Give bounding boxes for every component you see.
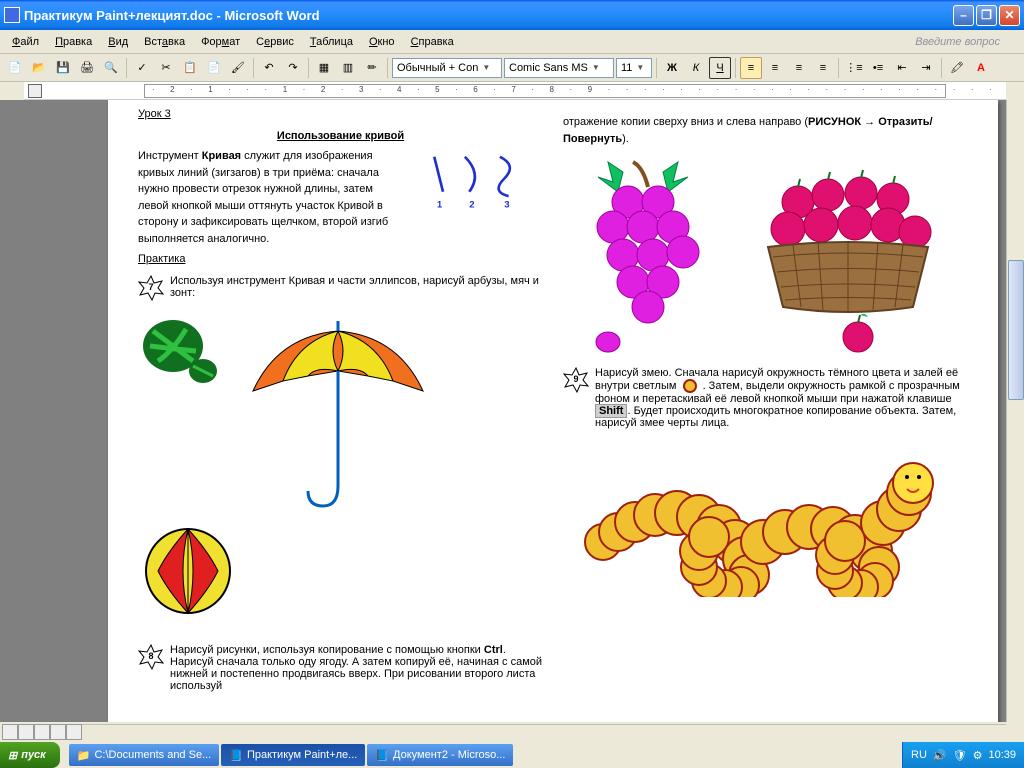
taskbar: ⊞пуск 📁 C:\Documents and Se... 📘 Практик…	[0, 742, 1024, 768]
language-indicator[interactable]: RU	[911, 749, 927, 761]
menu-window[interactable]: Окно	[361, 34, 403, 50]
menu-insert[interactable]: Вставка	[136, 34, 193, 50]
illustration-grapes-basket	[563, 157, 968, 357]
start-button[interactable]: ⊞пуск	[0, 742, 60, 768]
ball-illustration	[138, 521, 238, 621]
underline-button[interactable]: Ч	[709, 57, 731, 79]
document-area: Урок 3 Использование кривой 1 2 3 Инстру…	[0, 100, 1024, 722]
grapes-illustration	[563, 157, 733, 357]
star-9: 9	[563, 367, 589, 393]
style-combo[interactable]: Обычный + Con▼	[392, 58, 502, 78]
task-8: 8 Нарисуй рисунки, используя копирование…	[138, 644, 543, 692]
save-button[interactable]: 💾	[52, 57, 74, 79]
reflect-para: отражение копии сверху вниз и слева напр…	[563, 114, 968, 147]
menubar: Файл Правка Вид Вставка Формат Сервис Та…	[0, 30, 1024, 54]
normal-view-button[interactable]	[2, 724, 18, 740]
vertical-scrollbar[interactable]	[1006, 100, 1024, 722]
menu-format[interactable]: Формат	[193, 34, 248, 50]
outline-view-button[interactable]	[50, 724, 66, 740]
curves-illustration: 1 2 3	[413, 148, 543, 218]
new-doc-button[interactable]: 📄	[4, 57, 26, 79]
practice-heading: Практика	[138, 253, 543, 265]
task-9: 9 Нарисуй змею. Сначала нарисуй окружнос…	[563, 367, 968, 429]
tray-icon[interactable]: ⚙	[973, 749, 983, 762]
svg-text:1: 1	[437, 200, 443, 211]
tray-icon[interactable]: 🔊	[933, 749, 947, 762]
section-title: Использование кривой	[138, 130, 543, 142]
font-combo[interactable]: Comic Sans MS▼	[504, 58, 614, 78]
table-button[interactable]: ▦	[313, 57, 335, 79]
align-justify-button[interactable]: ≡	[812, 57, 834, 79]
lesson-title: Урок 3	[138, 108, 543, 120]
bullet-list-button[interactable]: •≡	[867, 57, 889, 79]
columns-button[interactable]: ▥	[337, 57, 359, 79]
align-left-button[interactable]: ≡	[740, 57, 762, 79]
menu-tools[interactable]: Сервис	[248, 34, 302, 50]
indent-button[interactable]: ⇥	[915, 57, 937, 79]
bold-button[interactable]: Ж	[661, 57, 683, 79]
print-button[interactable]: 🖨	[76, 57, 98, 79]
taskbar-item-word2[interactable]: 📘 Документ2 - Microso...	[367, 744, 513, 766]
cut-button[interactable]: ✂	[155, 57, 177, 79]
outdent-button[interactable]: ⇤	[891, 57, 913, 79]
left-column: Урок 3 Использование кривой 1 2 3 Инстру…	[138, 108, 543, 700]
document-page: Урок 3 Использование кривой 1 2 3 Инстру…	[108, 100, 998, 722]
star-7: 7	[138, 275, 164, 301]
window-title: Практикум Paint+лекцият.doc - Microsoft …	[24, 8, 953, 23]
view-buttons	[2, 724, 82, 740]
svg-text:2: 2	[469, 200, 474, 211]
tab-selector[interactable]	[28, 84, 42, 98]
illustration-melon-umbrella	[138, 311, 543, 511]
preview-button[interactable]: 🔍	[100, 57, 122, 79]
basket-illustration	[743, 157, 953, 357]
copy-button[interactable]: 📋	[179, 57, 201, 79]
undo-button[interactable]: ↶	[258, 57, 280, 79]
app-icon	[4, 7, 20, 23]
watermelon-illustration	[138, 311, 228, 391]
redo-button[interactable]: ↷	[282, 57, 304, 79]
numbered-list-button[interactable]: ⋮≡	[843, 57, 865, 79]
open-button[interactable]: 📂	[28, 57, 50, 79]
reading-view-button[interactable]	[66, 724, 82, 740]
align-right-button[interactable]: ≡	[788, 57, 810, 79]
close-button[interactable]: ✕	[999, 5, 1020, 26]
titlebar: Практикум Paint+лекцият.doc - Microsoft …	[0, 0, 1024, 30]
right-column: отражение копии сверху вниз и слева напр…	[563, 108, 968, 700]
font-color-button[interactable]: A	[970, 57, 992, 79]
highlight-button[interactable]: 🖍	[946, 57, 968, 79]
italic-button[interactable]: К	[685, 57, 707, 79]
taskbar-item-word1[interactable]: 📘 Практикум Paint+ле...	[221, 744, 365, 766]
star-8: 8	[138, 644, 164, 670]
intro-para: 1 2 3 Инструмент Кривая служит для изобр…	[138, 148, 543, 247]
menu-view[interactable]: Вид	[100, 34, 136, 50]
menu-edit[interactable]: Правка	[47, 34, 100, 50]
snake-illustration	[563, 447, 943, 597]
svg-text:3: 3	[504, 200, 509, 211]
scroll-thumb[interactable]	[1008, 260, 1024, 400]
paste-button[interactable]: 📄	[203, 57, 225, 79]
task-7: 7 Используя инструмент Кривая и части эл…	[138, 275, 543, 301]
system-tray[interactable]: RU 🔊 🛡 ⚙ 10:39	[902, 742, 1024, 768]
menu-help[interactable]: Справка	[403, 34, 462, 50]
help-search[interactable]: Введите вопрос	[915, 36, 1020, 48]
horizontal-scrollbar[interactable]	[80, 724, 1006, 742]
print-view-button[interactable]	[34, 724, 50, 740]
size-combo[interactable]: 11▼	[616, 58, 652, 78]
taskbar-item-explorer[interactable]: 📁 C:\Documents and Se...	[69, 744, 219, 766]
menu-file[interactable]: Файл	[4, 34, 47, 50]
format-painter-button[interactable]: 🖌	[227, 57, 249, 79]
tray-icon[interactable]: 🛡	[953, 749, 967, 762]
web-view-button[interactable]	[18, 724, 34, 740]
clock[interactable]: 10:39	[988, 749, 1016, 761]
menu-table[interactable]: Таблица	[302, 34, 361, 50]
spell-button[interactable]: ✓	[131, 57, 153, 79]
toolbar: 📄 📂 💾 🖨 🔍 ✓ ✂ 📋 📄 🖌 ↶ ↷ ▦ ▥ ✏ Обычный + …	[0, 54, 1024, 82]
drawing-button[interactable]: ✏	[361, 57, 383, 79]
align-center-button[interactable]: ≡	[764, 57, 786, 79]
umbrella-illustration	[238, 311, 438, 511]
maximize-button[interactable]: ❐	[976, 5, 997, 26]
ruler[interactable]: ·2·1···1·2·3·4·5·6·7·8·9················…	[24, 82, 1006, 100]
minimize-button[interactable]: –	[953, 5, 974, 26]
